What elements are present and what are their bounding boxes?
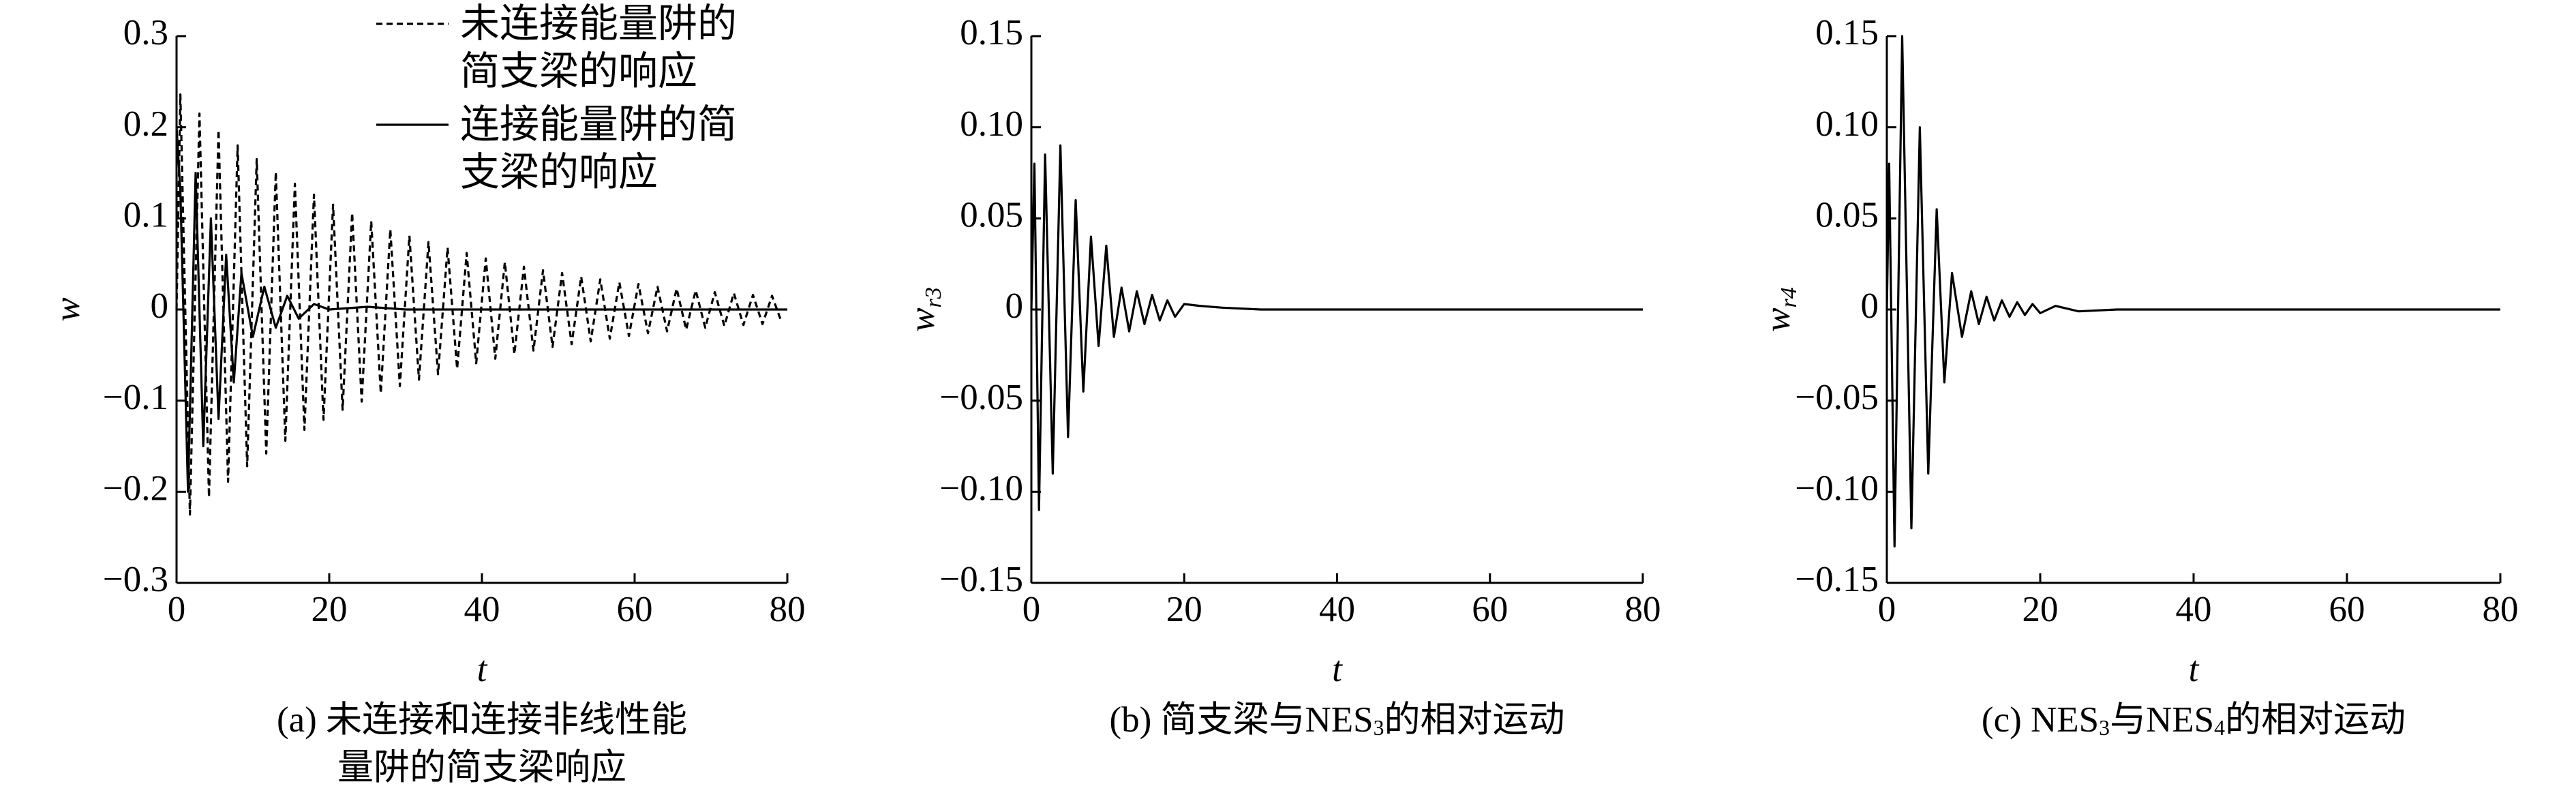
y-tick-label: 0.10 xyxy=(1815,104,1879,144)
caption-segment: (a) 未连接和连接非线性能量阱的简支梁响应 xyxy=(276,700,688,787)
y-axis-label-sub: r3 xyxy=(921,287,946,307)
caption-box: (b) 简支梁与NES3的相对运动 xyxy=(894,697,1781,744)
subplot: −0.3 −0.2 −0.1 0 0.1 0.2 0.3 0 20 40 60 80 t w (a) 未连接… xyxy=(39,1,925,792)
caption: (b) 简支梁与NES3的相对运动 xyxy=(894,697,1781,744)
caption-box: (c) NES3与NES4的相对运动 xyxy=(1751,697,2576,744)
legend-box: 连接能量阱的简支梁的响应 xyxy=(460,102,738,194)
subplot: −0.15 −0.10 −0.05 0 0.05 0.10 0.15 0 20 40 60 80 t wr… xyxy=(1751,13,2576,744)
y-tick-label: 0.10 xyxy=(960,104,1023,144)
legend-box: 未连接能量阱的简支梁的响应 xyxy=(460,1,738,93)
y-axis-label: w xyxy=(48,297,87,321)
y-tick-label: −0.15 xyxy=(1795,560,1879,599)
x-axis-label: t xyxy=(1332,650,1343,689)
x-tick-label: 60 xyxy=(1472,590,1508,629)
y-tick-label: −0.05 xyxy=(939,378,1023,417)
x-tick-label: 40 xyxy=(1319,590,1355,629)
y-tick-label: 0.3 xyxy=(123,13,168,52)
x-tick-label: 40 xyxy=(464,590,500,629)
x-tick-label: 0 xyxy=(1022,590,1041,629)
x-tick-label: 40 xyxy=(2176,590,2212,629)
caption-text: (c) NES3与NES4的相对运动 xyxy=(1982,697,2406,744)
x-axis-label: t xyxy=(477,650,488,689)
data-line xyxy=(1885,35,2500,548)
legend-label: 未连接能量阱的简支梁的响应 xyxy=(460,1,738,93)
y-tick-label: −0.05 xyxy=(1795,378,1879,417)
y-tick-label: 0.15 xyxy=(1815,13,1879,52)
caption: (c) NES3与NES4的相对运动 xyxy=(1751,697,2576,744)
subplot: −0.15 −0.10 −0.05 0 0.05 0.10 0.15 0 20 40 60 80 t wr… xyxy=(894,13,1781,744)
y-axis-label-main: w xyxy=(903,307,942,331)
y-tick-label: −0.10 xyxy=(939,468,1023,508)
x-tick-label: 80 xyxy=(770,590,806,629)
y-axis-label-main: w xyxy=(48,297,87,321)
y-tick-label: −0.2 xyxy=(103,468,168,508)
caption-segment: 的相对运动 xyxy=(2225,700,2406,740)
caption-subscript: 3 xyxy=(2099,715,2110,740)
y-tick-label: 0.05 xyxy=(1815,195,1879,235)
x-tick-label: 60 xyxy=(617,590,653,629)
caption-text: (a) 未连接和连接非线性能量阱的简支梁响应 xyxy=(273,697,692,792)
y-tick-label: 0.15 xyxy=(960,13,1023,52)
caption-segment: (c) NES xyxy=(1981,700,2100,740)
data-line xyxy=(1030,144,1643,511)
y-axis-label: wr3 xyxy=(903,287,946,332)
y-tick-label: 0.05 xyxy=(960,195,1023,235)
y-tick-label: 0 xyxy=(151,286,169,326)
y-axis-label-sub: r4 xyxy=(1776,287,1802,307)
x-tick-label: 20 xyxy=(1166,590,1202,629)
caption-text: (b) 简支梁与NES3的相对运动 xyxy=(1109,697,1564,744)
y-axis-label: wr4 xyxy=(1758,287,1802,332)
data-line xyxy=(175,127,787,493)
caption-subscript: 4 xyxy=(2214,715,2226,740)
y-tick-label: 0 xyxy=(1005,286,1024,326)
caption-segment: 与NES xyxy=(2110,700,2215,740)
caption-segment: 的相对运动 xyxy=(1384,700,1565,740)
x-tick-label: 0 xyxy=(1878,590,1896,629)
caption: (a) 未连接和连接非线性能量阱的简支梁响应 xyxy=(39,697,925,792)
x-tick-label: 20 xyxy=(2022,590,2059,629)
y-tick-label: −0.10 xyxy=(1795,468,1879,508)
legend-label: 连接能量阱的简支梁的响应 xyxy=(460,102,738,194)
caption-box: (a) 未连接和连接非线性能量阱的简支梁响应 xyxy=(39,697,925,792)
data-line xyxy=(175,93,783,516)
x-tick-label: 80 xyxy=(1625,590,1661,629)
y-tick-label: −0.3 xyxy=(103,560,168,599)
y-tick-label: 0.2 xyxy=(123,104,168,144)
y-axis-label-main: w xyxy=(1758,307,1798,331)
x-tick-label: 80 xyxy=(2483,590,2519,629)
x-tick-label: 0 xyxy=(168,590,186,629)
x-axis-label: t xyxy=(2189,650,2200,689)
y-tick-label: −0.1 xyxy=(103,378,168,417)
y-tick-label: 0.1 xyxy=(123,195,168,235)
x-tick-label: 60 xyxy=(2329,590,2365,629)
x-tick-label: 20 xyxy=(312,590,348,629)
y-tick-label: 0 xyxy=(1861,286,1879,326)
caption-segment: (b) 简支梁与NES xyxy=(1109,700,1374,740)
y-tick-label: −0.15 xyxy=(939,560,1023,599)
caption-subscript: 3 xyxy=(1373,715,1384,740)
